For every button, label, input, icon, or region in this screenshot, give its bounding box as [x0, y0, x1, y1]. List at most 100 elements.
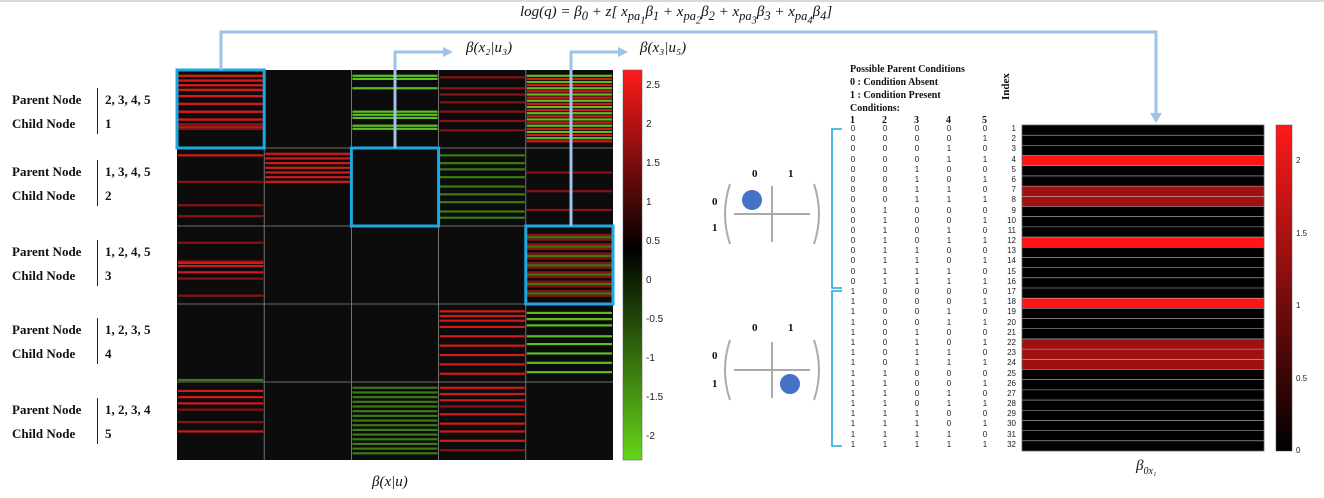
heatmap-stripe	[526, 245, 612, 248]
heatmap-stripe	[178, 396, 264, 399]
table-cell: 0	[882, 174, 888, 184]
table-cell: 0	[982, 266, 988, 276]
index-cell: 20	[1007, 317, 1016, 327]
heatmap-stripe	[526, 324, 612, 327]
table-cell: 0	[914, 297, 920, 307]
heatmap-stripe	[526, 77, 612, 80]
table-cell: 0	[882, 134, 888, 144]
heatmap-stripe	[526, 87, 612, 90]
colorbar-tick: 1.5	[646, 157, 660, 169]
table-cell: 1	[850, 297, 856, 307]
index-cell: 11	[1007, 225, 1016, 235]
heatmap-stripe	[352, 433, 438, 436]
heatmap-stripe	[352, 391, 438, 394]
parent-node-label: Parent Node	[12, 244, 82, 259]
table-cell: 1	[946, 348, 952, 358]
row-divider	[97, 318, 98, 364]
heatmap-stripe	[352, 405, 438, 408]
table-cell: 1	[850, 368, 856, 378]
matrix-col-label: 0	[752, 168, 758, 180]
table-cell: 0	[914, 388, 920, 398]
index-label: Index	[1000, 73, 1012, 100]
index-cell: 27	[1007, 388, 1016, 398]
heatmap-stripe	[526, 93, 612, 96]
table-cell: 1	[882, 419, 888, 429]
parent-node-label: Parent Node	[12, 164, 82, 179]
conditions-title: Possible Parent Conditions	[850, 64, 965, 75]
column-header: 4	[946, 115, 951, 126]
index-cell: 1	[1011, 124, 1016, 133]
table-cell: 0	[982, 429, 988, 439]
table-cell: 0	[850, 154, 856, 164]
table-cell: 1	[850, 348, 856, 358]
heatmap-stripe	[439, 325, 525, 329]
table-cell: 1	[850, 317, 856, 327]
heatmap-stripe	[526, 335, 612, 338]
heatmap-stripe	[178, 402, 264, 405]
table-cell: 1	[982, 195, 988, 205]
table-cell: 1	[850, 439, 856, 449]
heatmap-stripe	[439, 372, 525, 375]
table-cell: 0	[946, 409, 952, 419]
table-cell: 0	[914, 317, 920, 327]
index-cell: 13	[1007, 246, 1016, 256]
table-cell: 1	[982, 419, 988, 429]
table-cell: 0	[982, 164, 988, 174]
heatmap-stripe	[526, 236, 612, 239]
table-cell: 1	[914, 327, 920, 337]
row-divider	[97, 240, 98, 286]
heatmap-stripe	[352, 414, 438, 417]
table-cell: 1	[914, 337, 920, 347]
heatmap-stripe	[178, 241, 264, 244]
table-cell: 0	[850, 246, 856, 256]
table-cell: 0	[850, 144, 856, 154]
heatmap-stripe	[439, 430, 525, 433]
intercept-cell	[1022, 359, 1264, 370]
table-cell: 0	[850, 276, 856, 286]
heatmap-stripe	[352, 442, 438, 446]
heatmap-stripe	[178, 408, 264, 411]
child-node-label: Child Node	[12, 426, 76, 441]
index-cell: 24	[1007, 358, 1016, 368]
table-cell: 1	[946, 236, 952, 246]
heatmap-stripe	[439, 422, 525, 425]
child-node-value: 3	[105, 268, 112, 283]
heatmap-stripe	[178, 180, 264, 183]
heatmap-stripe	[265, 166, 351, 169]
table-cell: 1	[882, 215, 888, 225]
table-cell: 0	[914, 378, 920, 388]
callout-label-a: β(x₂|u₃)	[466, 40, 513, 56]
heatmap-stripe	[526, 273, 612, 276]
index-cell: 23	[1007, 348, 1016, 358]
callout-arrow	[393, 50, 445, 148]
table-cell: 1	[850, 409, 856, 419]
heatmap-stripe	[526, 84, 612, 87]
heatmap-stripe	[526, 257, 612, 260]
table-cell: 0	[850, 225, 856, 235]
heatmap-stripe	[439, 201, 525, 204]
table-cell: 0	[914, 215, 920, 225]
table-cell: 0	[946, 297, 952, 307]
intercept-cell	[1022, 196, 1264, 207]
table-cell: 0	[946, 419, 952, 429]
colorbar-tick: 1.5	[1296, 228, 1308, 238]
heatmap-stripe	[178, 102, 264, 106]
heatmap-stripe	[526, 112, 612, 115]
table-cell: 1	[946, 225, 952, 235]
table-cell: 0	[914, 368, 920, 378]
table-cell: 0	[982, 205, 988, 215]
table-cell: 1	[982, 358, 988, 368]
child-node-value: 5	[105, 426, 112, 441]
heatmap-stripe	[526, 289, 612, 293]
table-cell: 1	[850, 307, 856, 317]
colorbar-tick: 1	[1296, 301, 1301, 311]
heatmap-stripe	[439, 176, 525, 179]
heatmap-stripe	[526, 252, 612, 255]
table-cell: 1	[914, 266, 920, 276]
table-cell: 0	[946, 368, 952, 378]
child-node-label: Child Node	[12, 116, 76, 131]
matrix-row-label: 1	[712, 378, 718, 390]
heatmap-stripe	[526, 264, 612, 267]
table-cell: 1	[914, 429, 920, 439]
index-cell: 8	[1011, 195, 1016, 205]
